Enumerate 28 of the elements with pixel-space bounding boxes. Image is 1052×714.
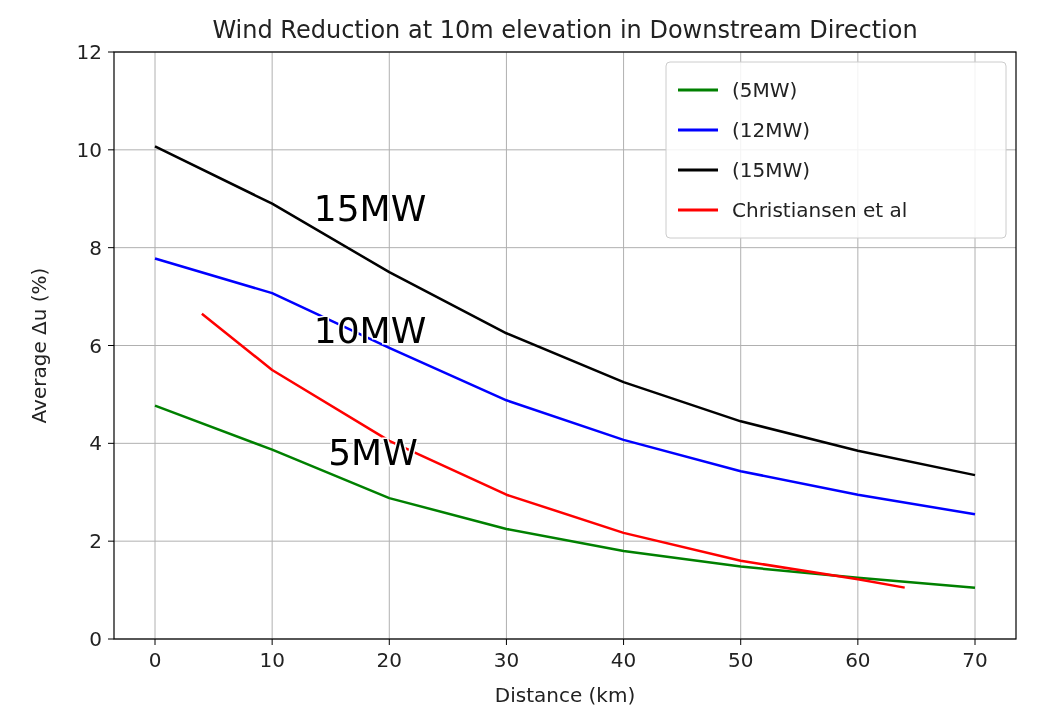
legend-label: (12MW) (732, 118, 811, 142)
y-tick-label: 10 (76, 137, 102, 162)
y-axis-title: Average Δu (%) (27, 267, 51, 424)
x-axis-title: Distance (km) (494, 683, 636, 707)
x-tick-label: 60 (845, 648, 871, 672)
line-series (153, 145, 977, 477)
x-tick-label: 40 (610, 648, 637, 672)
legend-label: (5MW) (732, 78, 798, 102)
chart-title: Wind Reduction at 10m elevation in Downstream Direction (212, 16, 918, 44)
annotation: 15MW (313, 187, 427, 229)
line-series (153, 404, 977, 589)
x-tick-label: 10 (259, 648, 285, 672)
x-tick-label: 0 (148, 648, 162, 672)
line-series (153, 257, 977, 516)
legend-label: Christiansen et al (732, 198, 908, 222)
legend-label: (15MW) (732, 158, 811, 182)
y-tick-label: 8 (89, 235, 102, 260)
x-tick-label: 50 (727, 648, 754, 672)
y-tick-label: 4 (89, 431, 102, 456)
x-tick-label: 20 (376, 648, 403, 672)
y-tick-label: 2 (89, 529, 102, 554)
y-tick-label: 0 (89, 627, 102, 651)
y-tick-label: 6 (89, 333, 102, 358)
y-tick-label: 12 (76, 40, 102, 64)
annotation: 5MW (328, 431, 418, 473)
x-tick-label: 70 (962, 648, 988, 672)
line-series (200, 312, 906, 589)
x-tick-label: 30 (493, 648, 520, 672)
